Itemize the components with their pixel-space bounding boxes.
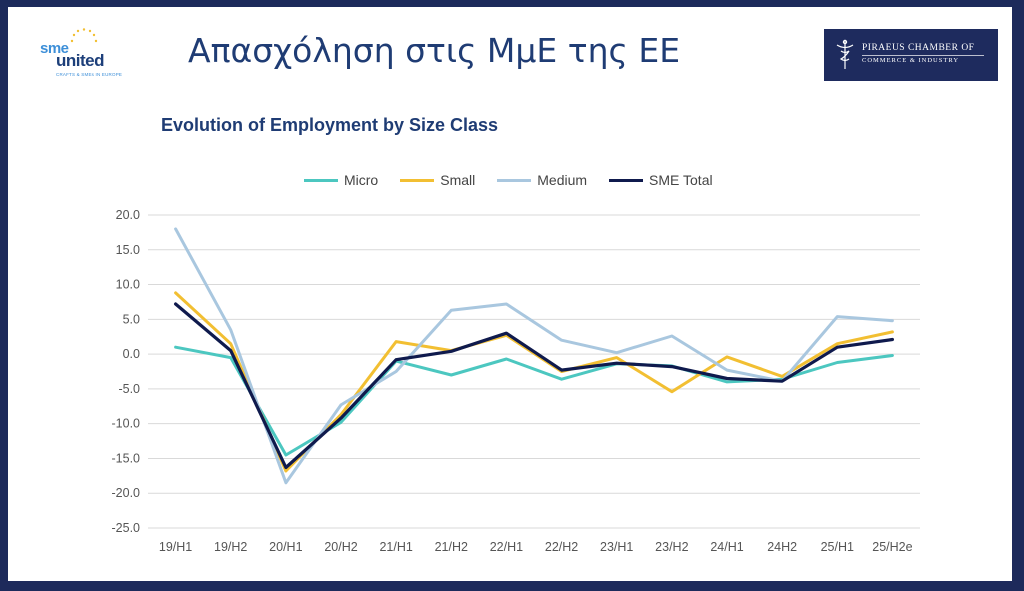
x-tick-label: 22/H1 <box>490 540 523 554</box>
series-line-medium <box>174 227 894 485</box>
series-line-sme-total <box>174 302 895 470</box>
legend-label-medium: Medium <box>537 172 588 188</box>
y-tick-label: -10.0 <box>112 417 141 431</box>
eu-stars-icon <box>70 28 98 43</box>
legend-item-micro: Micro <box>304 172 378 188</box>
x-tick-label: 20/H2 <box>324 540 357 554</box>
x-tick-label: 25/H1 <box>821 540 854 554</box>
x-tick-label: 24/H1 <box>710 540 743 554</box>
y-tick-label: 0.0 <box>123 347 140 361</box>
x-tick-label: 23/H2 <box>655 540 688 554</box>
sme-united-logo-word2: united <box>56 51 105 70</box>
series-line-micro <box>174 345 894 457</box>
legend-swatch-micro <box>304 178 338 182</box>
piraeus-chamber-logo: PIRAEUS CHAMBER OF COMMERCE & INDUSTRY <box>824 29 998 81</box>
x-tick-label: 21/H1 <box>379 540 412 554</box>
x-tick-label: 20/H1 <box>269 540 302 554</box>
sme-united-logo-word1: sme <box>40 40 69 57</box>
y-tick-label: 10.0 <box>116 278 140 292</box>
legend-item-small: Small <box>400 172 475 188</box>
y-tick-label: 5.0 <box>123 312 140 326</box>
legend-item-sme-total: SME Total <box>609 172 713 188</box>
piraeus-logo-divider <box>862 55 984 56</box>
y-tick-label: -5.0 <box>118 382 140 396</box>
caduceus-icon <box>836 39 854 69</box>
piraeus-logo-line1: PIRAEUS CHAMBER OF <box>862 43 975 53</box>
y-tick-label: -20.0 <box>112 486 141 500</box>
y-tick-label: -25.0 <box>112 521 141 535</box>
sme-united-logo: sme united CRAFTS & SMEs IN EUROPE <box>34 27 129 79</box>
line-chart: 20.0 15.0 10.0 5.0 0.0 -5.0 -10.0 -15.0 -20.0 -25… <box>112 208 920 554</box>
legend-label-sme-total: SME Total <box>649 172 713 188</box>
x-tick-label: 22/H2 <box>545 540 578 554</box>
legend-label-small: Small <box>440 172 476 188</box>
x-tick-label: 24H2 <box>767 540 797 554</box>
legend-item-medium: Medium <box>497 172 587 188</box>
chart-title: Evolution of Employment by Size Class <box>161 115 499 135</box>
piraeus-logo-line2: COMMERCE & INDUSTRY <box>862 57 960 64</box>
chart-legend: Micro Small Medium SME Total <box>304 171 713 189</box>
legend-swatch-sme-total <box>609 178 644 182</box>
legend-label-micro: Micro <box>344 172 379 188</box>
slide: sme united CRAFTS & SMEs IN EUROPE Απασχ… <box>8 7 1012 581</box>
page-title: Απασχόληση στις ΜμΕ της ΕΕ <box>188 31 681 70</box>
x-tick-label: 25/H2e <box>872 540 912 554</box>
legend-swatch-medium <box>497 178 532 182</box>
x-tick-label: 21/H2 <box>435 540 468 554</box>
y-tick-label: 15.0 <box>116 243 140 257</box>
y-tick-label: -15.0 <box>112 451 141 465</box>
x-tick-label: 19/H1 <box>159 540 192 554</box>
y-tick-label: 20.0 <box>116 208 140 222</box>
sme-united-tagline: CRAFTS & SMEs IN EUROPE <box>56 72 123 77</box>
x-tick-label: 19/H2 <box>214 540 247 554</box>
x-tick-label: 23/H1 <box>600 540 633 554</box>
legend-swatch-small <box>400 178 435 182</box>
